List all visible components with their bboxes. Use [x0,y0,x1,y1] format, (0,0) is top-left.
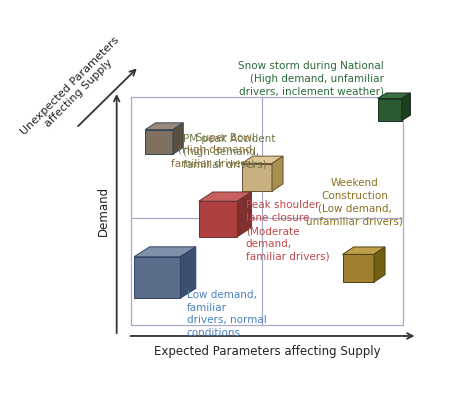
Polygon shape [377,93,410,98]
Polygon shape [374,247,385,282]
Text: Expected Parameters affecting Supply: Expected Parameters affecting Supply [154,345,380,358]
Polygon shape [343,254,374,282]
Polygon shape [173,123,183,154]
Polygon shape [134,257,180,298]
Polygon shape [242,164,272,191]
Polygon shape [180,247,196,298]
Text: PM peak Accident
(high demand,
familiar drivers): PM peak Accident (high demand, familiar … [183,134,276,170]
Text: Peak shoulder
lane closure
(Moderate
demand,
familiar drivers): Peak shoulder lane closure (Moderate dem… [246,200,329,262]
Polygon shape [199,192,251,201]
Text: Low demand,
familiar
drivers, normal
conditions: Low demand, familiar drivers, normal con… [187,290,267,338]
Text: Weekend
Construction
(Low demand,
unfamiliar drivers): Weekend Construction (Low demand, unfami… [306,178,403,227]
Polygon shape [134,247,196,257]
Polygon shape [242,156,283,164]
Polygon shape [145,130,173,154]
Polygon shape [343,247,385,254]
Polygon shape [238,192,251,237]
Text: Super Bowl
(High demand,
familiar drivers): Super Bowl (High demand, familiar driver… [171,132,255,168]
Polygon shape [145,123,183,130]
Text: Unexpected Parameters
affecting Supply: Unexpected Parameters affecting Supply [19,34,129,145]
Polygon shape [377,98,402,121]
Text: Demand: Demand [97,186,110,236]
Polygon shape [199,201,238,237]
Text: Snow storm during National
(High demand, unfamiliar
drivers, inclement weather): Snow storm during National (High demand,… [238,61,384,97]
Polygon shape [402,93,410,121]
Polygon shape [272,156,283,191]
